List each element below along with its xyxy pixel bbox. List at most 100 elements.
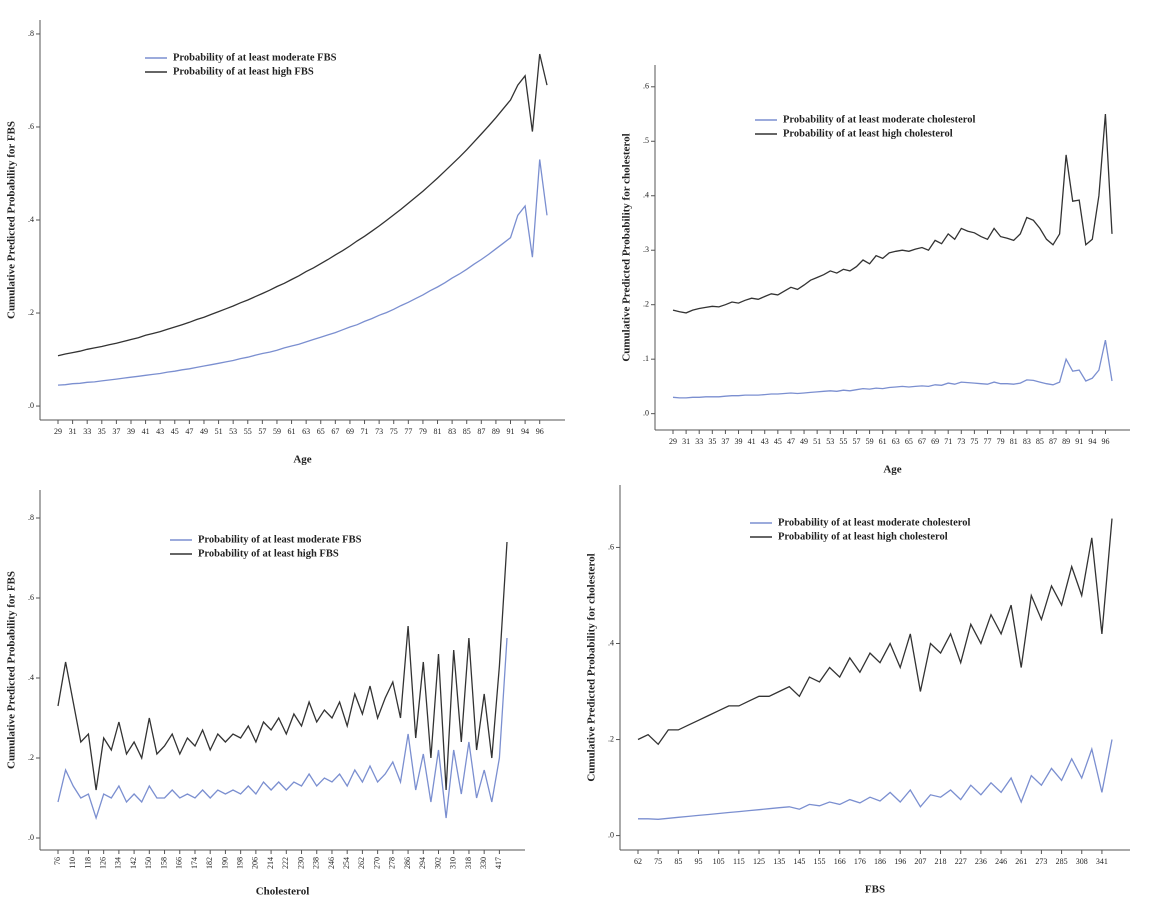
series-line	[57, 53, 548, 357]
x-tick-label: 207	[914, 857, 926, 866]
x-tick-label: 59	[273, 427, 281, 436]
x-tick-label: 76	[53, 857, 62, 865]
y-tick-label: .2	[608, 734, 614, 743]
y-tick-label: .6	[608, 542, 614, 551]
x-tick-label: 158	[159, 857, 168, 869]
x-tick-label: 79	[997, 437, 1005, 446]
x-tick-label: 118	[83, 857, 92, 869]
x-tick-label: 69	[931, 437, 939, 446]
x-tick-label: 57	[852, 437, 860, 446]
x-tick-label: 35	[708, 437, 716, 446]
y-tick-label: .4	[28, 215, 34, 224]
x-tick-label: 286	[403, 857, 412, 869]
x-tick-label: 31	[69, 427, 77, 436]
x-tick-label: 43	[761, 437, 769, 446]
x-tick-label: 75	[970, 437, 978, 446]
x-tick-label: 65	[317, 427, 325, 436]
x-tick-label: 31	[682, 437, 690, 446]
x-tick-label: 218	[935, 857, 947, 866]
x-tick-label: 87	[477, 427, 485, 436]
x-tick-label: 236	[975, 857, 987, 866]
y-tick-label: .2	[643, 300, 649, 309]
x-tick-label: 61	[879, 437, 887, 446]
panel: .0 .2 .4 .6 62 75 85 95 105 115 125 135 145 155 166 176…	[586, 485, 1130, 896]
x-axis-title: Age	[293, 454, 311, 466]
x-tick-label: 75	[390, 427, 398, 436]
x-tick-label: 37	[721, 437, 729, 446]
x-tick-label: 145	[793, 857, 805, 866]
x-tick-label: 61	[288, 427, 296, 436]
x-tick-label: 246	[327, 857, 336, 869]
panel: .0 .2 .4 .6 .8 76 110 118 126 134 142 150 158 166 174 1…	[6, 490, 525, 897]
x-tick-label: 91	[1075, 437, 1083, 446]
x-tick-label: 55	[839, 437, 847, 446]
x-tick-label: 85	[463, 427, 471, 436]
x-tick-label: 273	[1035, 857, 1047, 866]
y-tick-label: .4	[608, 638, 614, 647]
x-tick-label: 186	[874, 857, 886, 866]
x-tick-label: 77	[404, 427, 412, 436]
x-tick-label: 79	[419, 427, 427, 436]
x-tick-label: 176	[854, 857, 866, 866]
x-tick-label: 73	[375, 427, 383, 436]
x-tick-label: 45	[171, 427, 179, 436]
x-tick-label: 69	[346, 427, 354, 436]
x-tick-label: 67	[918, 437, 926, 446]
series-line	[638, 739, 1113, 820]
series-line	[57, 637, 508, 821]
legend-label: Probability of at least high cholesterol	[778, 531, 948, 542]
x-tick-label: 39	[735, 437, 743, 446]
x-tick-label: 155	[814, 857, 826, 866]
x-tick-label: 285	[1056, 857, 1068, 866]
x-tick-label: 49	[200, 427, 208, 436]
x-tick-label: 294	[418, 857, 427, 869]
y-tick-label: .6	[28, 593, 34, 602]
x-tick-label: 206	[251, 857, 260, 869]
x-tick-label: 49	[800, 437, 808, 446]
x-tick-label: 230	[296, 857, 305, 869]
x-tick-label: 110	[68, 857, 77, 869]
y-tick-label: .8	[28, 29, 34, 38]
x-tick-label: 89	[492, 427, 500, 436]
y-axis-title: Cumulative Predicted Probability for cho…	[586, 553, 598, 781]
x-tick-label: 150	[144, 857, 153, 869]
x-tick-label: 302	[433, 857, 442, 869]
x-tick-label: 87	[1049, 437, 1057, 446]
x-tick-label: 89	[1062, 437, 1070, 446]
x-tick-label: 196	[894, 857, 906, 866]
x-tick-label: 238	[312, 857, 321, 869]
x-tick-label: 254	[342, 857, 351, 869]
y-tick-label: .3	[643, 245, 649, 254]
x-tick-label: 83	[448, 427, 456, 436]
x-tick-label: 73	[957, 437, 965, 446]
legend-label: Probability of at least moderate FBS	[173, 52, 337, 63]
series-line	[672, 113, 1113, 314]
x-tick-label: 142	[129, 857, 138, 869]
x-tick-label: 190	[220, 857, 229, 869]
x-tick-label: 85	[1036, 437, 1044, 446]
y-tick-label: .5	[643, 136, 649, 145]
y-tick-label: .8	[28, 513, 34, 522]
x-tick-label: 83	[1023, 437, 1031, 446]
x-tick-label: 105	[713, 857, 725, 866]
series-line	[57, 541, 508, 791]
y-tick-label: .0	[28, 401, 34, 410]
y-tick-label: .1	[643, 354, 649, 363]
y-tick-label: .0	[608, 830, 614, 839]
x-tick-label: 33	[695, 437, 703, 446]
y-tick-label: .2	[28, 753, 34, 762]
x-axis-title: Age	[883, 464, 901, 476]
x-tick-label: 39	[127, 427, 135, 436]
x-tick-label: 53	[229, 427, 237, 436]
x-tick-label: 65	[905, 437, 913, 446]
x-tick-label: 47	[185, 427, 193, 436]
x-tick-label: 246	[995, 857, 1007, 866]
x-tick-label: 55	[244, 427, 252, 436]
x-axis-title: FBS	[865, 884, 885, 896]
x-tick-label: 75	[654, 857, 662, 866]
x-tick-label: 53	[826, 437, 834, 446]
y-tick-label: .6	[643, 82, 649, 91]
x-tick-label: 318	[464, 857, 473, 869]
legend-label: Probability of at least moderate cholest…	[783, 114, 975, 125]
